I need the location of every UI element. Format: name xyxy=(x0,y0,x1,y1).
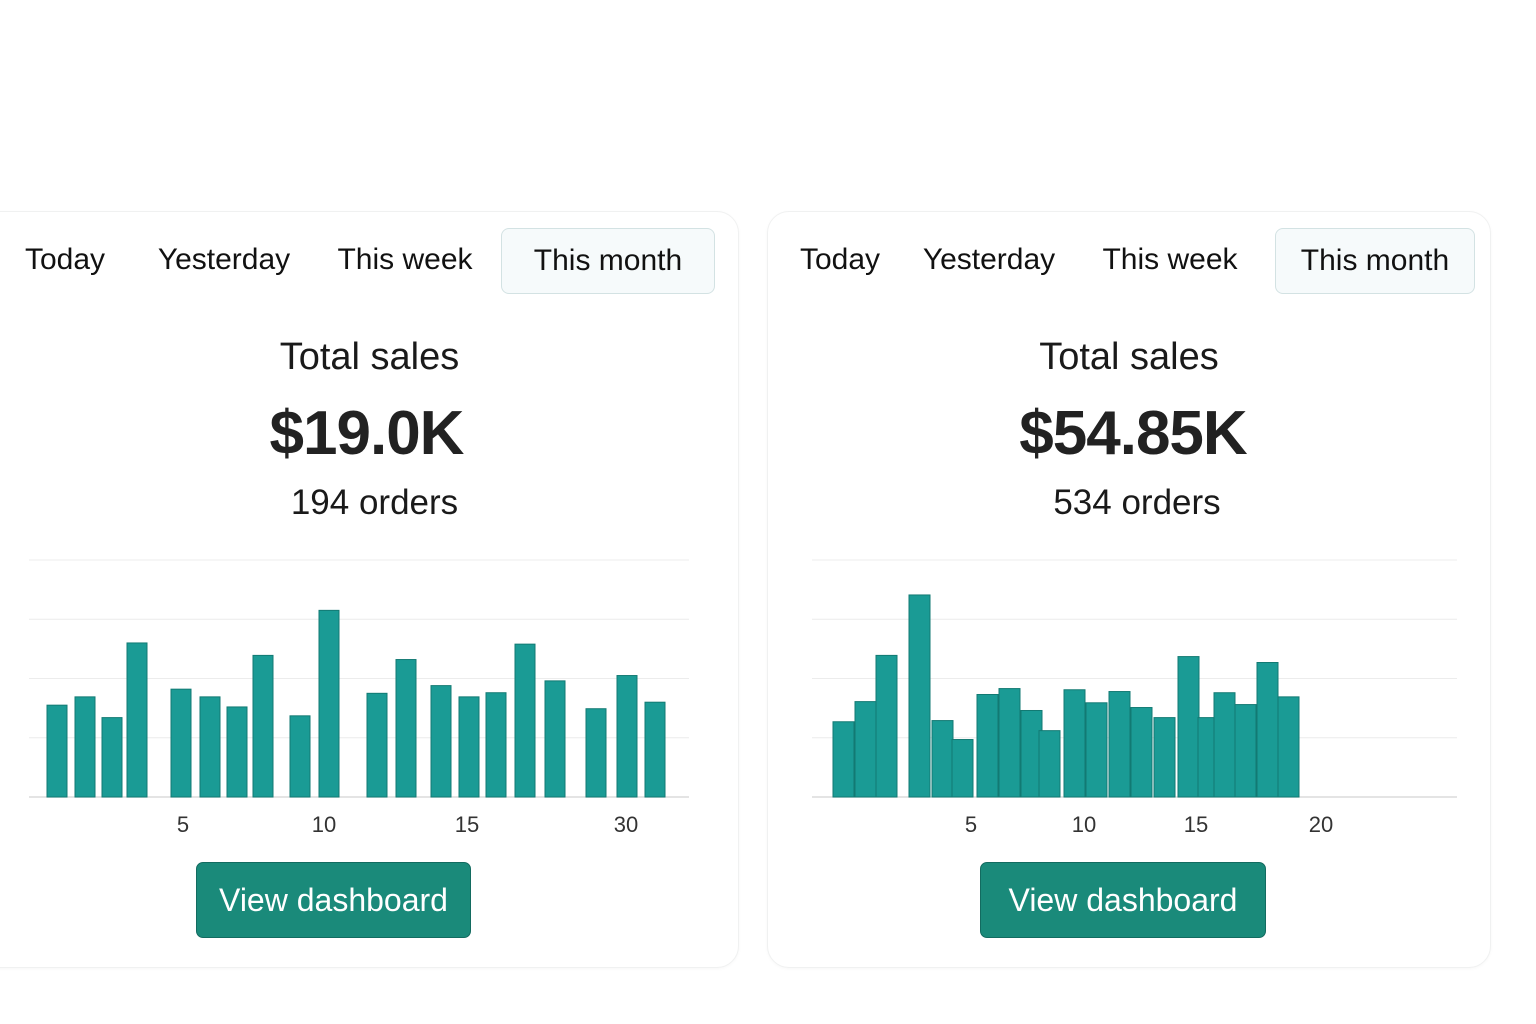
sales-bar-chart: 5 10 15 30 xyxy=(29,559,689,837)
bar xyxy=(395,659,417,798)
tab-today[interactable]: Today xyxy=(24,243,106,276)
bar xyxy=(485,692,507,798)
bar xyxy=(289,715,311,798)
x-tick-label: 30 xyxy=(614,812,638,837)
x-tick-label: 5 xyxy=(965,812,977,837)
bar xyxy=(931,720,954,798)
orders-count: 534 orders xyxy=(1053,483,1221,522)
bar xyxy=(430,685,452,798)
x-tick-label: 20 xyxy=(1309,812,1333,837)
bar xyxy=(1234,704,1257,798)
tab-this-month[interactable]: This month xyxy=(1275,228,1475,294)
view-dashboard-button[interactable]: View dashboard xyxy=(196,862,471,938)
bar xyxy=(1038,730,1061,798)
orders-count: 194 orders xyxy=(290,483,459,522)
bar xyxy=(1108,691,1131,798)
bar xyxy=(366,692,388,798)
bar xyxy=(74,696,96,798)
bar xyxy=(1153,717,1176,798)
bar xyxy=(1063,689,1086,798)
bar xyxy=(585,708,607,798)
bar xyxy=(458,696,480,798)
sales-card-right: Today Yesterday This week This month Tot… xyxy=(767,211,1491,968)
total-sales-amount: $19.0K xyxy=(269,399,465,468)
bar xyxy=(976,693,999,798)
bar xyxy=(46,704,68,798)
bar xyxy=(1130,707,1153,798)
bar xyxy=(101,717,123,798)
bar xyxy=(199,696,221,798)
sales-bar-chart: 5 10 15 20 xyxy=(812,559,1457,837)
tab-today[interactable]: Today xyxy=(799,243,881,276)
x-tick-label: 10 xyxy=(1072,812,1096,837)
bar xyxy=(832,721,855,798)
bar xyxy=(1085,702,1108,798)
tab-this-week[interactable]: This week xyxy=(1102,243,1238,276)
bar xyxy=(1177,656,1200,798)
bar xyxy=(1256,662,1279,798)
tab-yesterday[interactable]: Yesterday xyxy=(922,243,1056,276)
bar xyxy=(951,739,974,798)
bar xyxy=(1277,696,1300,798)
total-sales-amount: $54.85K xyxy=(1019,399,1247,468)
bar xyxy=(544,680,566,798)
bar xyxy=(226,706,248,798)
x-tick-label: 10 xyxy=(312,812,336,837)
sales-card-left: Today Yesterday This week This month Tot… xyxy=(0,211,739,968)
total-sales-label: Total sales xyxy=(1039,336,1219,378)
tab-this-week[interactable]: This week xyxy=(337,243,473,276)
bar xyxy=(252,654,274,798)
tab-this-month[interactable]: This month xyxy=(501,228,715,294)
bar xyxy=(998,688,1021,798)
bar xyxy=(875,654,898,798)
x-tick-label: 15 xyxy=(455,812,479,837)
bar xyxy=(170,688,192,798)
bar xyxy=(514,643,536,798)
bar xyxy=(126,642,148,798)
x-tick-label: 15 xyxy=(1184,812,1208,837)
bar xyxy=(318,609,340,798)
bar xyxy=(616,675,638,798)
x-tick-label: 5 xyxy=(177,812,189,837)
total-sales-label: Total sales xyxy=(279,336,460,378)
bar xyxy=(1213,692,1236,798)
bar xyxy=(908,594,931,798)
bar xyxy=(854,701,877,798)
view-dashboard-button[interactable]: View dashboard xyxy=(980,862,1266,938)
bar xyxy=(644,701,666,798)
tab-yesterday[interactable]: Yesterday xyxy=(157,243,291,276)
